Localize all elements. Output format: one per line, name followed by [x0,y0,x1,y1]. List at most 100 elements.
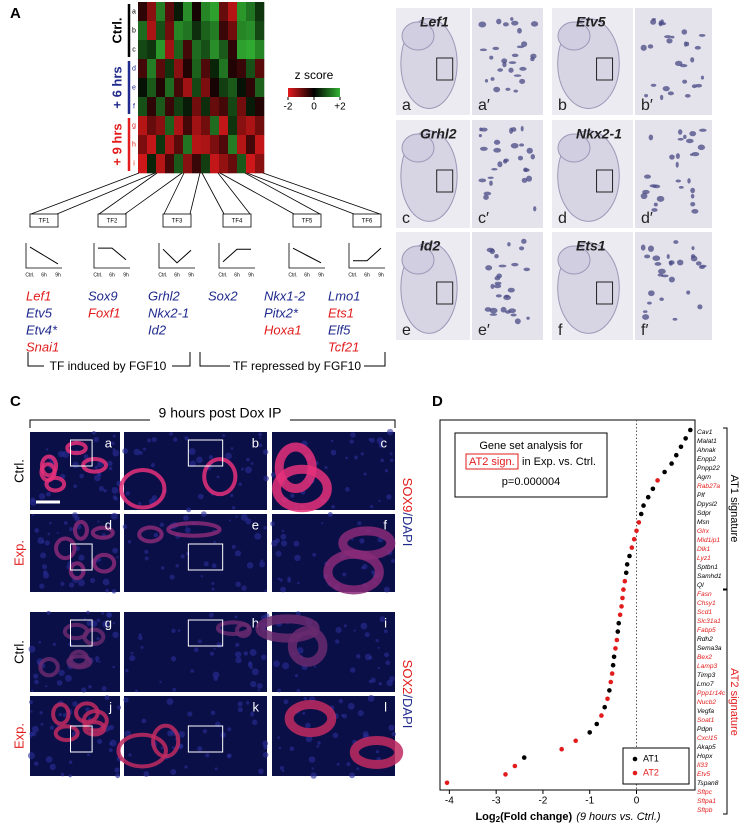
image-letter: f [383,517,387,532]
ish-signal [651,18,656,21]
nucleus [85,707,90,712]
annotation-text: in Exp. vs. Ctrl. [522,456,596,468]
data-point [594,721,600,727]
epithelium [51,702,71,726]
nucleus [96,618,101,623]
bracket [172,352,191,367]
heatmap-cell [183,135,193,155]
ish-signal [668,260,675,265]
nucleus [159,522,164,527]
nucleus [94,656,100,661]
image-letter: e′ [478,322,490,339]
nucleus [42,564,48,570]
nucleus [230,493,234,498]
data-point [629,545,635,550]
data-point [655,478,660,483]
nucleus [102,620,109,628]
data-point [617,612,623,618]
nucleus [338,698,344,704]
heatmap-cell [156,59,166,79]
nucleus [33,673,39,679]
gene-label: Dpysl2 [697,501,717,508]
image-letter: a [402,97,411,114]
ish-image: e′ [472,232,543,340]
nucleus [183,515,189,521]
nucleus [264,589,267,592]
image-letter: c′ [478,210,489,227]
ish-image: a′ [472,8,543,115]
ish-signal [690,254,696,259]
nucleus [81,687,87,693]
row-letter: g [132,122,136,129]
data-point [620,595,625,601]
nucleus [336,762,340,766]
nucleus [79,473,84,479]
data-point [683,436,688,441]
trend-line [353,247,382,262]
nucleus [357,521,362,526]
data-point [616,620,622,626]
row-label: Exp. [11,540,26,566]
stain-marker: SOX9 [400,478,415,513]
heatmap-cell [237,97,247,117]
data-point [609,671,615,676]
heatmap-cell [138,21,148,41]
ish-signal [501,58,508,64]
inset-box [596,57,614,81]
trend-label: Ctrl. [348,272,357,278]
nucleus [280,586,286,593]
heatmap-cell [219,135,229,155]
gene-label: Ql [697,582,704,589]
gene-label: Samhd1 [697,573,722,580]
trend-label: 9h [378,272,384,278]
ish-signal [691,246,695,251]
fan-line [262,172,381,215]
inset-box [436,281,454,305]
heatmap-cell [246,21,256,41]
nucleus [324,466,328,470]
heatmap-cell [165,59,175,79]
nucleus [386,679,393,687]
ish-signal [490,283,495,289]
epithelium [81,457,108,474]
panel-letter: D [432,393,443,410]
trend-label: 6h [304,272,310,278]
nucleus [112,495,117,500]
nucleus [279,578,283,582]
heatmap-cell [228,154,238,174]
heatmap-cell [201,97,211,117]
nucleus [40,552,47,559]
nucleus [34,761,39,766]
gene-label: Akap5 [696,744,716,751]
ish-signal [521,238,527,244]
heatmap-cell [147,116,157,136]
image-letter: e [252,517,259,532]
ish-background [635,120,712,228]
epithelium [274,442,317,494]
gene-label: Id2 [420,238,440,254]
nucleus [186,507,192,513]
ish-image: Id2 e [396,232,470,340]
epithelium [284,700,337,738]
nucleus [283,699,289,705]
nucleus [289,746,295,751]
nucleus [86,610,90,614]
inset-box [596,169,614,193]
image-letter: e [402,322,411,339]
nucleus [144,556,149,561]
nucleus [170,656,177,662]
nucleus [245,518,252,525]
nucleus [297,581,300,585]
ish-signal [670,35,675,39]
ish-signal [505,87,511,91]
heatmap-cell [138,154,148,174]
gene-label: Lamp3 [697,663,717,670]
fluorescence-image: f [270,511,396,595]
ish-signal [514,318,521,325]
nucleus [370,505,374,509]
ish-signal [511,20,519,26]
nucleus [208,455,214,460]
nucleus [188,448,196,455]
data-point [521,755,527,760]
heatmap-cell [147,135,157,155]
